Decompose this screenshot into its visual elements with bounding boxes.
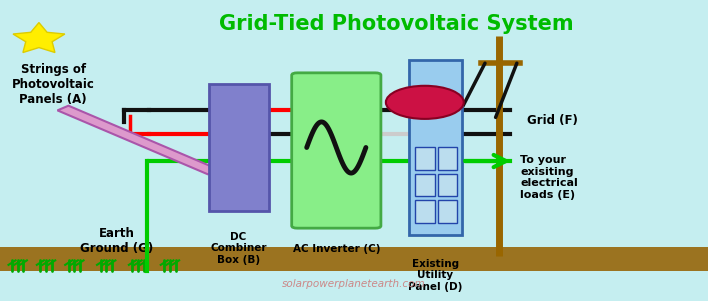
- Circle shape: [386, 86, 464, 119]
- Text: Existing
Utility
Panel (D): Existing Utility Panel (D): [409, 259, 462, 292]
- Text: Grid (F): Grid (F): [527, 114, 578, 127]
- FancyBboxPatch shape: [409, 60, 462, 235]
- Polygon shape: [57, 106, 219, 174]
- Text: Earth
Ground (G): Earth Ground (G): [80, 227, 154, 255]
- Text: −: −: [224, 124, 254, 158]
- Text: AC Inverter (C): AC Inverter (C): [292, 244, 380, 254]
- FancyBboxPatch shape: [292, 73, 381, 228]
- Polygon shape: [13, 23, 65, 52]
- Bar: [0, 247, 708, 271]
- Text: solarpowerplanetearth.com: solarpowerplanetearth.com: [282, 279, 426, 290]
- Bar: [438, 174, 457, 196]
- Bar: [415, 200, 435, 223]
- Bar: [438, 147, 457, 170]
- Text: Strings of
Photovoltaic
Panels (A): Strings of Photovoltaic Panels (A): [11, 63, 95, 106]
- Text: Grid-Tied Photovoltaic System: Grid-Tied Photovoltaic System: [219, 14, 573, 33]
- Bar: [415, 147, 435, 170]
- Text: DC
Combiner
Box (B): DC Combiner Box (B): [210, 232, 267, 265]
- FancyBboxPatch shape: [209, 84, 269, 211]
- Bar: [438, 200, 457, 223]
- Text: To your
exisiting
electrical
loads (E): To your exisiting electrical loads (E): [520, 155, 578, 200]
- Bar: [415, 174, 435, 196]
